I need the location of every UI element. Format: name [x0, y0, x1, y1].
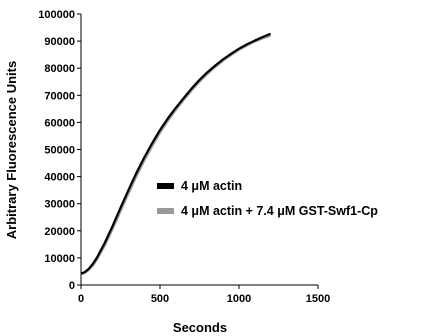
legend-label-1: 4 μM actin [181, 179, 242, 193]
y-tick-label: 50000 [44, 145, 75, 157]
series-line-1 [80, 32, 272, 275]
legend-swatch-2 [157, 208, 174, 214]
y-tick-label: 20000 [44, 226, 75, 238]
x-tick-label: 500 [151, 293, 169, 305]
y-axis: 0 10000 20000 30000 40000 50000 60000 70000 8000… [38, 9, 82, 292]
x-tick-label: 1000 [227, 293, 251, 305]
y-tick-label: 10000 [44, 253, 75, 265]
series-line-2 [80, 34, 271, 276]
y-axis-title: Arbitrary Fluorescence Units [4, 61, 19, 239]
x-axis: 0 500 1000 1500 [78, 284, 330, 305]
y-tick-label: 80000 [44, 63, 75, 75]
legend-label-2: 4 μM actin + 7.4 μM GST-Swf1-Cp [181, 204, 378, 218]
x-tick-label: 1500 [306, 293, 330, 305]
y-tick-label: 40000 [44, 172, 75, 184]
y-tick-label: 70000 [44, 90, 75, 102]
legend-swatch-1 [157, 183, 174, 189]
series-layer [80, 32, 272, 276]
y-tick-label: 100000 [38, 9, 75, 21]
y-tick-label: 90000 [44, 36, 75, 48]
y-tick-label: 0 [69, 280, 75, 292]
y-tick-label: 60000 [44, 117, 75, 129]
legend: 4 μM actin 4 μM actin + 7.4 μM GST-Swf1-C… [157, 179, 378, 218]
x-tick-label: 0 [78, 293, 84, 305]
y-tick-label: 30000 [44, 199, 75, 211]
x-axis-title: Seconds [173, 320, 227, 335]
